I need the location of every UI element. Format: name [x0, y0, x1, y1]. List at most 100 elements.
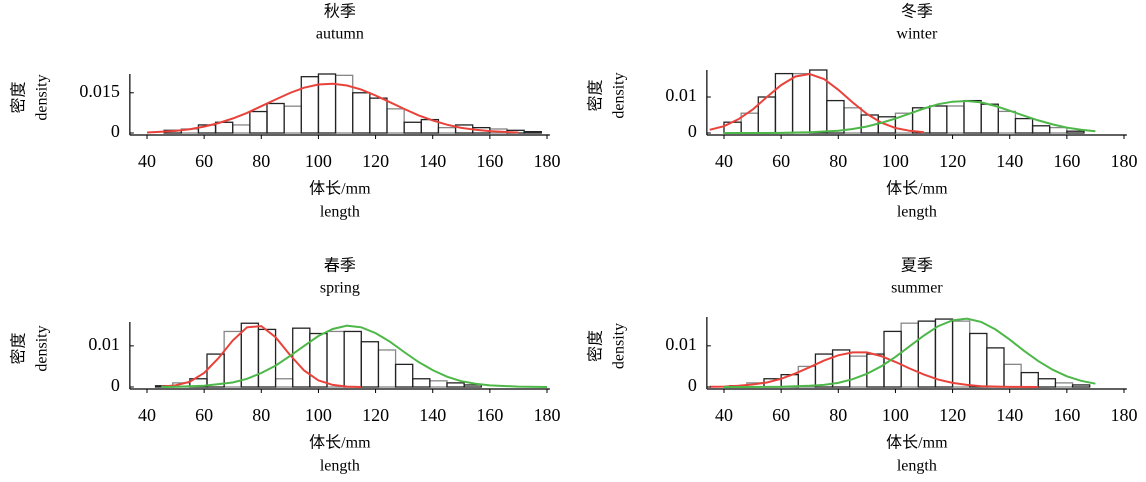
- x-tick-label: 80: [829, 405, 847, 425]
- histogram-bar: [1066, 130, 1085, 134]
- y-tick-label: 0: [111, 375, 120, 395]
- x-tick-label: 80: [829, 151, 847, 171]
- histogram-bar: [900, 322, 919, 388]
- x-axis-label: 体长/mm: [309, 180, 371, 198]
- histogram-bar: [429, 380, 448, 388]
- x-tick-label: 100: [882, 151, 909, 171]
- histogram-bar: [412, 378, 431, 388]
- y-axis-label: density: [611, 72, 628, 118]
- y-tick-label: 0.01: [88, 334, 120, 354]
- histogram-bar: [352, 92, 371, 134]
- histogram-bar: [206, 353, 225, 388]
- panel: 秋季 autumn 体长/mm length 密度 density 40 60 80 100 120…: [10, 3, 561, 221]
- panel: 夏季 summer 体长/mm length 密度 density 40 60 80 100 120…: [587, 257, 1138, 475]
- x-tick-label: 80: [252, 151, 270, 171]
- y-axis-label: density: [34, 325, 51, 371]
- histogram-bar: [326, 330, 345, 388]
- panel-subtitle: spring: [320, 280, 360, 297]
- panel-title: 春季: [324, 257, 356, 275]
- x-tick-label: 100: [305, 151, 332, 171]
- histogram-bar: [1037, 378, 1057, 388]
- histogram-bar: [360, 341, 380, 388]
- histogram-bar: [826, 99, 845, 134]
- x-tick-label: 140: [419, 151, 446, 171]
- histogram-bar: [1049, 126, 1068, 134]
- histogram-bar: [446, 382, 465, 388]
- histogram-bar: [723, 121, 742, 134]
- histogram-bar: [274, 378, 294, 388]
- x-tick-label: 40: [715, 405, 733, 425]
- x-tick-label: 120: [939, 405, 966, 425]
- panel-title: 秋季: [324, 3, 356, 21]
- histogram-bar: [849, 355, 868, 388]
- x-tick-label: 160: [476, 405, 503, 425]
- y-tick-label: 0.01: [665, 334, 697, 354]
- x-tick-label: 160: [1053, 151, 1080, 171]
- histogram-bar: [997, 110, 1017, 134]
- x-tick-label: 160: [1053, 405, 1080, 425]
- x-axis-label: 体长/mm: [886, 180, 948, 198]
- histogram-bar: [866, 353, 885, 388]
- histogram-bar: [791, 72, 811, 134]
- histogram-bar: [946, 105, 965, 134]
- histogram-bar: [969, 332, 988, 388]
- histogram-bar: [1071, 384, 1091, 388]
- x-tick-label: 100: [305, 405, 332, 425]
- histogram-bar: [929, 105, 948, 134]
- panel: 冬季 winter 体长/mm length 密度 density 40 60 80 100 120…: [587, 3, 1138, 221]
- histogram-bar: [292, 327, 311, 388]
- histogram-bar: [266, 102, 285, 134]
- histogram-bar: [369, 97, 388, 134]
- x-axis-label: 体长/mm: [309, 434, 371, 452]
- density-curve: [709, 351, 1039, 388]
- histogram-bar: [309, 332, 328, 388]
- histogram-bar: [986, 347, 1005, 388]
- density-curve: [161, 324, 548, 388]
- x-tick-label: 180: [534, 151, 561, 171]
- x-tick-label: 180: [1111, 151, 1138, 171]
- histogram-bar: [437, 126, 457, 134]
- panel-title: 夏季: [901, 257, 933, 275]
- x-tick-label: 160: [476, 151, 503, 171]
- x-tick-label: 40: [138, 151, 156, 171]
- x-tick-label: 140: [996, 151, 1023, 171]
- x-axis-label: length: [897, 204, 937, 221]
- x-tick-label: 180: [534, 405, 561, 425]
- x-tick-label: 100: [882, 405, 909, 425]
- histogram-bar: [343, 330, 362, 388]
- histogram-bar: [1020, 371, 1039, 388]
- density-curve: [161, 325, 362, 388]
- panel-subtitle: summer: [891, 280, 943, 297]
- histogram-bar: [523, 131, 542, 134]
- y-tick-label: 0: [111, 121, 120, 141]
- density-curve: [724, 317, 1096, 388]
- y-tick-label: 0: [688, 375, 697, 395]
- histogram-bar: [386, 108, 405, 134]
- density-curve: [724, 99, 1096, 134]
- x-tick-label: 60: [772, 405, 790, 425]
- histogram-bar: [249, 110, 268, 134]
- histogram-bar: [283, 105, 302, 134]
- histogram-bar: [377, 349, 397, 388]
- x-tick-label: 120: [362, 151, 389, 171]
- histogram-bar: [232, 124, 251, 134]
- x-tick-label: 120: [362, 405, 389, 425]
- y-axis-label: 密度: [587, 79, 605, 111]
- y-axis-label: 密度: [587, 330, 605, 362]
- x-tick-label: 180: [1111, 405, 1138, 425]
- histogram-bar: [963, 99, 982, 134]
- y-axis-label: 密度: [10, 332, 28, 364]
- panel: 春季 spring 体长/mm length 密度 density 40 60 80 100 120…: [10, 257, 561, 475]
- x-tick-label: 60: [772, 151, 790, 171]
- histogram-bar: [980, 103, 999, 134]
- panel-title: 冬季: [901, 3, 933, 21]
- histogram-bar: [1031, 125, 1051, 134]
- x-axis-label: length: [320, 204, 360, 221]
- x-axis-label: length: [320, 458, 360, 475]
- histogram-bar: [403, 121, 422, 134]
- panel-subtitle: autumn: [316, 26, 364, 43]
- y-tick-label: 0.015: [79, 81, 120, 101]
- y-axis-label: density: [611, 323, 628, 369]
- x-tick-label: 140: [996, 405, 1023, 425]
